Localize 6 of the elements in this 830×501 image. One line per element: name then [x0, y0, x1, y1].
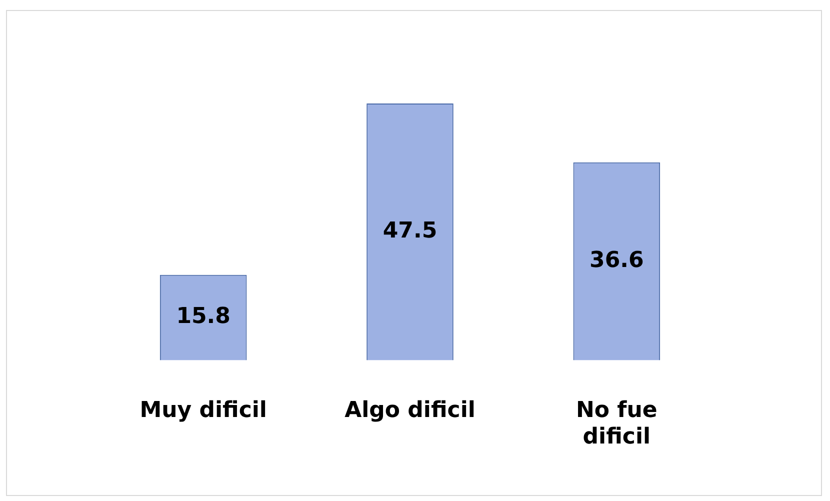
data-label: 36.6: [590, 248, 644, 274]
x-tick-label: No fue dificil: [576, 398, 658, 450]
data-label: 15.8: [176, 304, 230, 330]
x-tick-label: Muy dificil: [140, 398, 267, 424]
x-tick-label: Algo dificil: [344, 398, 476, 424]
data-label: 47.5: [382, 218, 438, 244]
